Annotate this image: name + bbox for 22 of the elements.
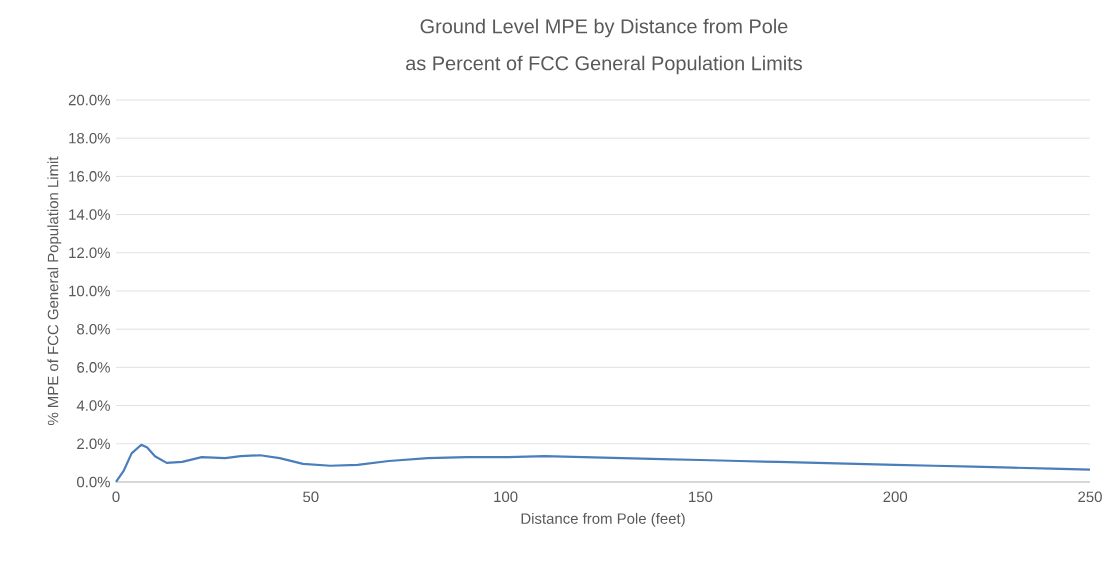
- y-tick-label: 12.0%: [69, 247, 110, 259]
- x-tick-label: 200: [883, 491, 908, 503]
- x-tick-label: 100: [494, 491, 518, 503]
- line-series: [114, 443, 1092, 484]
- x-tick-label: 250: [1078, 491, 1102, 503]
- y-tick-label: 4.0%: [76, 400, 110, 411]
- y-tick-label: 6.0%: [77, 362, 110, 373]
- y-tick-label: 18.0%: [69, 132, 110, 144]
- y-tick-label: 0.0%: [77, 476, 110, 488]
- x-tick-label: 50: [303, 491, 319, 503]
- chart-title: Ground Level MPE by Distance from Pole: [420, 18, 788, 38]
- x-tick-label: 150: [689, 491, 713, 503]
- y-tick-label: 8.0%: [77, 323, 110, 335]
- x-axis-title: Distance from Pole (feet): [521, 512, 685, 527]
- y-tick-label: 14.0%: [69, 209, 110, 220]
- y-axis-title: % MPE of FCC General Population Limit: [47, 156, 62, 425]
- y-tick-label: 16.0%: [69, 171, 110, 182]
- y-tick-label: 10.0%: [69, 285, 110, 297]
- y-tick-label: 20.0%: [68, 94, 110, 106]
- y-tick-label: 2.0%: [77, 438, 110, 450]
- chart-subtitle: as Percent of FCC General Population Limits: [406, 55, 802, 75]
- x-tick-label: 0: [112, 491, 120, 503]
